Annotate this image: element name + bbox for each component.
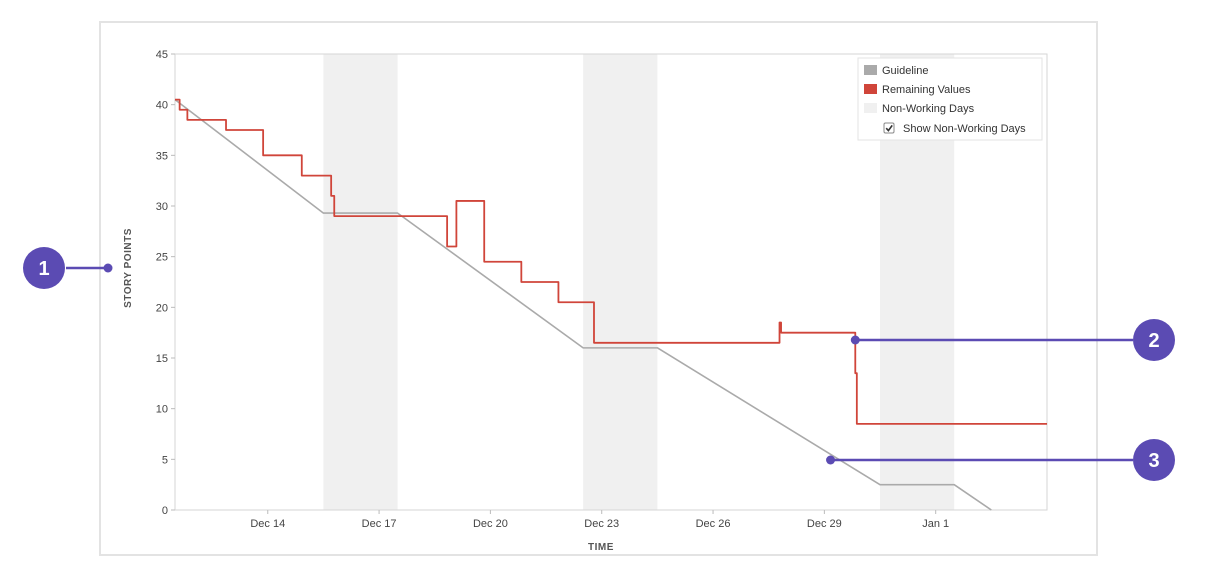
show-non-working-days-checkbox[interactable] xyxy=(883,122,895,134)
callout-3-dot xyxy=(826,455,836,465)
legend-label-remaining: Remaining Values xyxy=(882,84,971,96)
y-tick-label-0: 0 xyxy=(162,505,168,517)
x-tick-label-5: Dec 26 xyxy=(696,518,731,530)
y-tick-label-15: 15 xyxy=(156,353,168,365)
callout-1-dot xyxy=(103,263,113,273)
y-tick-label-45: 45 xyxy=(156,49,168,61)
legend-label-guideline: Guideline xyxy=(882,65,928,77)
y-tick-label-35: 35 xyxy=(156,150,168,162)
callout-1-badge xyxy=(23,247,65,289)
legend-swatch-remaining xyxy=(864,84,877,94)
legend: Guideline Remaining Values Non-Working D… xyxy=(857,57,1043,141)
y-axis-label: STORY POINTS xyxy=(123,228,134,308)
y-tick-label-30: 30 xyxy=(156,201,168,213)
x-tick-label-7: Jan 1 xyxy=(922,518,949,530)
callout-1-number: 1 xyxy=(38,258,49,280)
legend-swatch-non-working xyxy=(864,103,877,113)
y-tick-label-5: 5 xyxy=(162,454,168,466)
x-tick-label-6: Dec 29 xyxy=(807,518,842,530)
y-tick-label-10: 10 xyxy=(156,404,168,416)
callout-2-badge xyxy=(1133,319,1175,361)
guideline-series xyxy=(174,98,992,511)
x-axis: Dec 14 Dec 17 Dec 20 Dec 23 Dec 26 Dec 29 Jan … xyxy=(250,510,949,530)
remaining-values-series xyxy=(175,98,1047,425)
callout-2-number: 2 xyxy=(1148,330,1159,352)
y-axis: 0 5 10 15 20 25 30 35 40 45 xyxy=(156,49,175,517)
non-working-band-2 xyxy=(583,54,658,510)
show-non-working-days-label: Show Non-Working Days xyxy=(903,123,1026,135)
checkmark-icon xyxy=(885,124,893,132)
legend-label-non-working: Non-Working Days xyxy=(882,103,975,115)
y-tick-label-25: 25 xyxy=(156,252,168,264)
x-tick-label-1: Dec 14 xyxy=(250,518,285,530)
callout-3-badge xyxy=(1133,439,1175,481)
y-tick-label-20: 20 xyxy=(156,302,168,314)
series-layer xyxy=(174,98,1047,511)
checkbox-box[interactable] xyxy=(883,122,895,134)
callout-3-number: 3 xyxy=(1148,450,1159,472)
legend-swatch-guideline xyxy=(864,65,877,75)
x-axis-label: TIME xyxy=(588,542,614,553)
x-tick-label-4: Dec 23 xyxy=(584,518,619,530)
x-tick-label-2: Dec 17 xyxy=(362,518,397,530)
callouts: 1 2 3 xyxy=(23,247,1175,481)
x-tick-label-3: Dec 20 xyxy=(473,518,508,530)
y-tick-label-40: 40 xyxy=(156,100,168,112)
plot-area xyxy=(174,53,1048,511)
non-working-band-1 xyxy=(323,54,398,510)
callout-2-dot xyxy=(850,335,860,345)
